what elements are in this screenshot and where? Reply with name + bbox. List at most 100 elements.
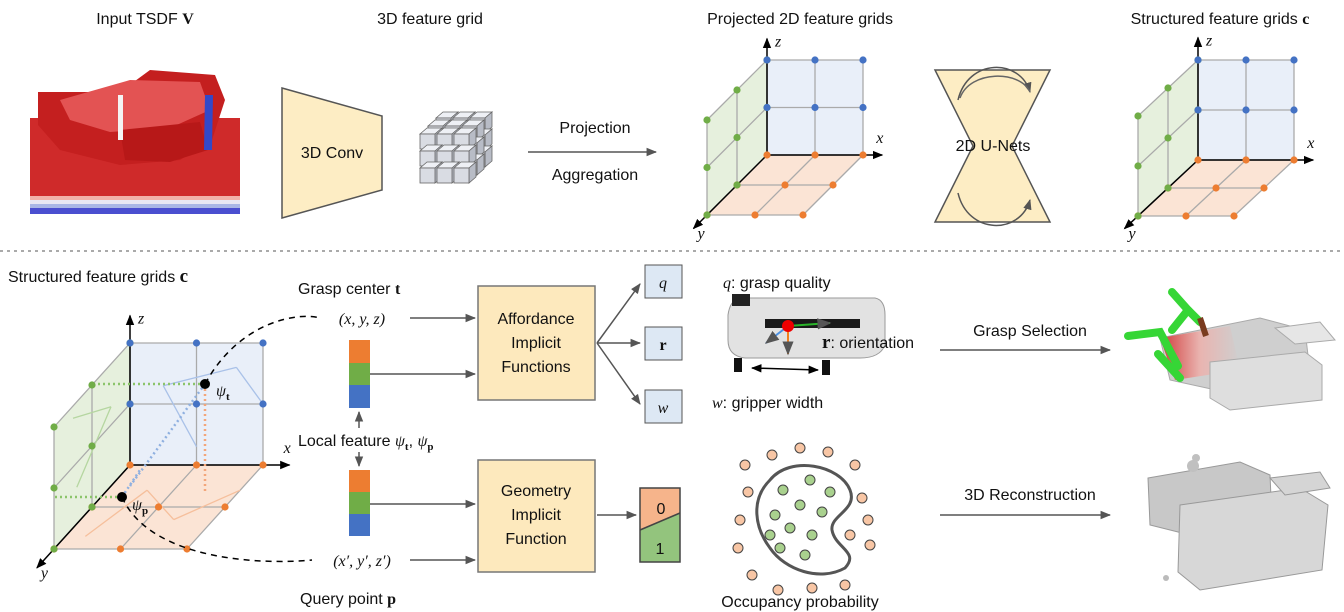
label: Local feature xyxy=(298,433,391,450)
grid-point xyxy=(193,339,200,346)
grid-point xyxy=(126,339,133,346)
label: Query point xyxy=(300,591,383,608)
axis-label: y xyxy=(1127,226,1137,243)
grid-point xyxy=(50,423,57,430)
grid-point xyxy=(1242,106,1249,113)
box-line: Implicit xyxy=(511,335,561,352)
grid-point xyxy=(1134,112,1141,119)
outside-point xyxy=(845,530,855,540)
input-label: Input TSDF V xyxy=(96,11,194,28)
label: Grasp center xyxy=(298,281,391,298)
separator: , xyxy=(409,433,413,450)
description: : gripper width xyxy=(723,395,824,412)
output-symbol: r xyxy=(659,337,666,354)
symbol: q xyxy=(723,275,731,292)
grid-point xyxy=(1212,184,1219,191)
axis-label: z xyxy=(137,311,145,328)
inside-point xyxy=(807,530,817,540)
grid-point xyxy=(1164,184,1171,191)
figure: Input TSDF V 3D feature grid 3D Conv Pro… xyxy=(0,0,1344,612)
grid-point xyxy=(126,461,133,468)
outside-point xyxy=(740,460,750,470)
occupancy-label: 1 xyxy=(656,541,665,558)
grid-point xyxy=(1194,56,1201,63)
conv-label: 3D Conv xyxy=(301,145,363,162)
output-description: q: grasp quality xyxy=(723,275,831,292)
grasp-render xyxy=(1128,292,1335,410)
grid-point xyxy=(1134,212,1141,219)
grid-point xyxy=(703,164,710,171)
projected-label: Projected 2D feature grids xyxy=(707,11,893,28)
grid-point xyxy=(50,484,57,491)
inside-point xyxy=(805,475,815,485)
tsdf-image xyxy=(30,70,240,214)
symbol: c xyxy=(1302,11,1309,28)
grid-point xyxy=(1230,212,1237,219)
grid-point xyxy=(811,104,818,111)
grid-point xyxy=(183,545,190,552)
query-label: Query point p xyxy=(300,591,396,608)
reconstruction-label: 3D Reconstruction xyxy=(964,487,1096,504)
axis-label: x xyxy=(283,440,291,457)
grid-point xyxy=(1242,56,1249,63)
grid: xzy xyxy=(37,311,291,582)
description: : orientation xyxy=(830,335,914,352)
feature-grid-label: 3D feature grid xyxy=(377,11,483,28)
grid-point xyxy=(1290,156,1297,163)
grid-point xyxy=(259,461,266,468)
query-point: (x′, y′, z′) xyxy=(333,553,391,570)
grasp-selection-label: Grasp Selection xyxy=(973,323,1087,340)
outside-point xyxy=(747,570,757,580)
inside-point xyxy=(775,543,785,553)
box-line: Functions xyxy=(501,359,570,376)
grid-point xyxy=(829,181,836,188)
outside-point xyxy=(850,460,860,470)
inside-point xyxy=(817,507,827,517)
grid-point xyxy=(1164,134,1171,141)
grid-point xyxy=(50,545,57,552)
grid-point xyxy=(1194,156,1201,163)
inside-point xyxy=(765,530,775,540)
aggregation-label: Aggregation xyxy=(552,167,638,184)
axis-label: x xyxy=(875,130,883,147)
grid-point xyxy=(126,400,133,407)
grid-point xyxy=(751,211,758,218)
grid-point xyxy=(1182,212,1189,219)
cube-front xyxy=(420,168,435,183)
label: Structured feature grids xyxy=(1131,11,1298,28)
grid: xzy xyxy=(694,34,884,243)
inside-point xyxy=(778,485,788,495)
grid-point xyxy=(1290,106,1297,113)
cube-front xyxy=(437,168,452,183)
grid-point xyxy=(88,503,95,510)
description: : grasp quality xyxy=(731,275,831,292)
outside-point xyxy=(735,515,745,525)
grid-point xyxy=(703,116,710,123)
inside-point xyxy=(770,510,780,520)
outside-point xyxy=(840,580,850,590)
projection-label: Projection xyxy=(559,120,630,137)
inside-point xyxy=(785,523,795,533)
grid-point xyxy=(259,339,266,346)
grasp-center-label: Grasp center t xyxy=(298,281,401,298)
axis-label: x xyxy=(1306,135,1314,152)
outside-point xyxy=(795,443,805,453)
symbol: t xyxy=(395,281,401,298)
subscript: t xyxy=(226,391,230,403)
grid-point xyxy=(117,545,124,552)
outside-point xyxy=(863,515,873,525)
structured-label: Structured feature grids c xyxy=(1131,11,1310,28)
feature-vector xyxy=(349,470,370,536)
inside-point xyxy=(800,550,810,560)
symbol: w xyxy=(712,395,723,412)
occupancy-caption: Occupancy probability xyxy=(721,594,878,611)
grid-point xyxy=(763,56,770,63)
grid-point xyxy=(733,134,740,141)
grid-point xyxy=(1242,156,1249,163)
output-description: r: orientation xyxy=(822,332,914,353)
grid-point xyxy=(1260,184,1267,191)
box-line: Implicit xyxy=(511,507,561,524)
outside-point xyxy=(733,543,743,553)
grid-point xyxy=(703,211,710,218)
grid-point xyxy=(763,151,770,158)
